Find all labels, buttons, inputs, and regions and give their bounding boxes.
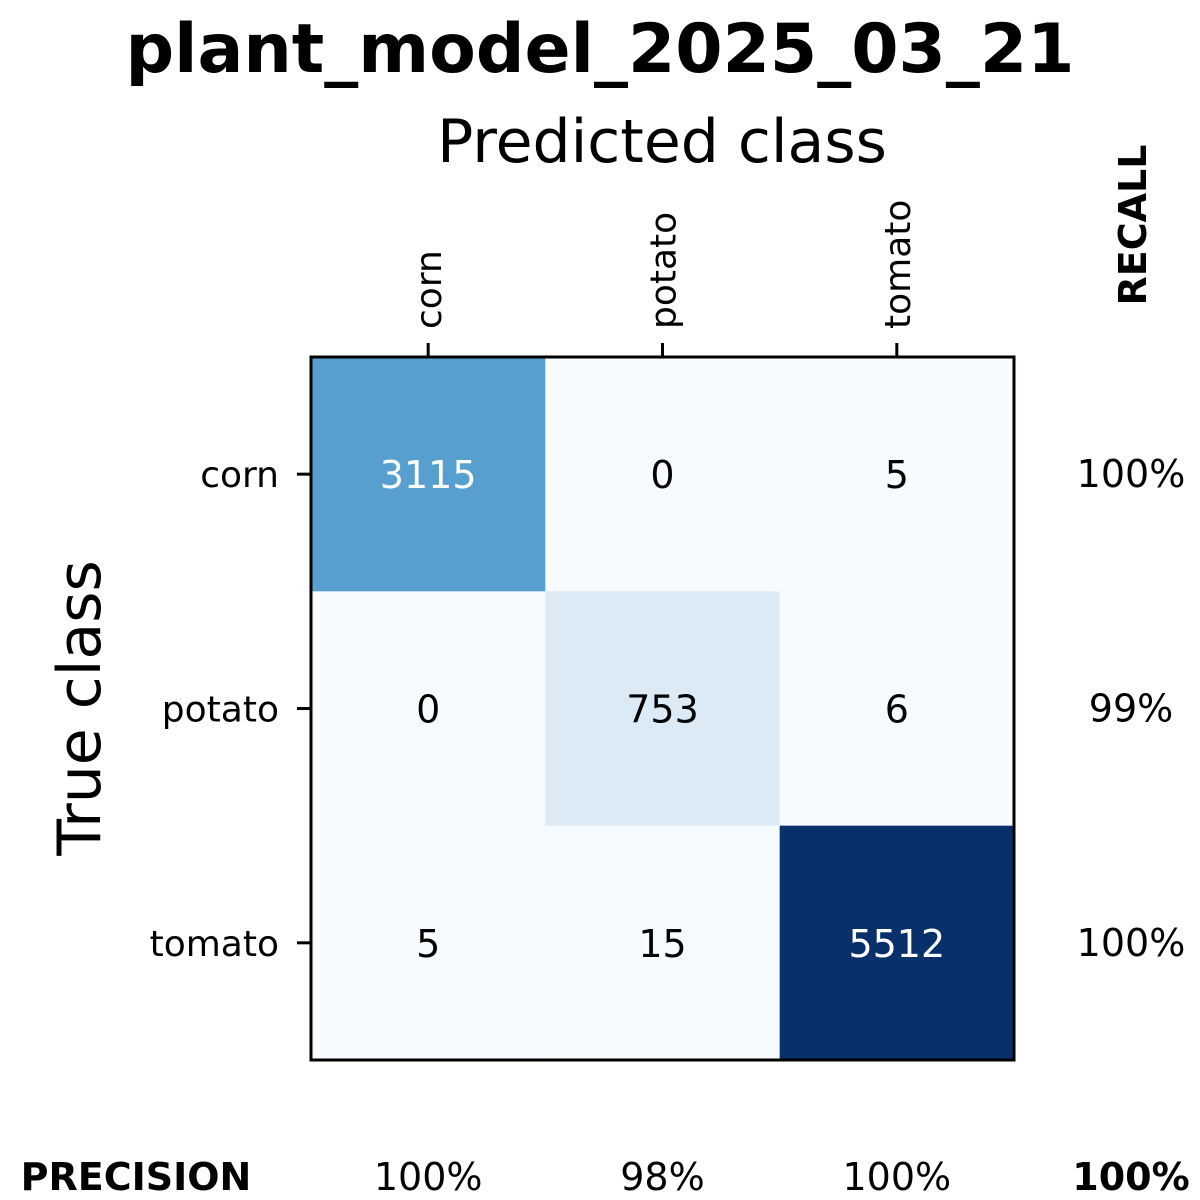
recall-header: RECALL [1111, 145, 1155, 306]
cell-value-label: 0 [416, 687, 440, 731]
recall-value: 99% [1089, 686, 1173, 730]
heatmap-cell [545, 357, 781, 592]
cell-value-label: 5 [416, 922, 440, 966]
y-axis-label: True class [45, 560, 115, 856]
heatmap-cell [779, 591, 1015, 827]
x-tick-label: tomato [878, 200, 919, 329]
precision-value: 100% [843, 1155, 952, 1199]
y-tick-label: potato [162, 689, 279, 730]
x-tick-label: potato [643, 212, 684, 329]
heatmap-cell [545, 591, 781, 827]
cell-value-label: 6 [885, 687, 909, 731]
recall-value: 100% [1077, 452, 1186, 496]
x-axis-label: Predicted class [437, 107, 887, 177]
cell-value-label: 0 [650, 453, 674, 497]
heatmap-cell [779, 357, 1015, 592]
heatmap-cell [779, 825, 1015, 1061]
tick-labels: 3115 0 5 0 753 6 5 15 5512 corn corn 100% 100% potato… [150, 200, 1186, 1199]
chart-title: plant_model_2025_03_21 [126, 10, 1075, 89]
heatmap-cell [311, 357, 546, 592]
overall-accuracy: 100% [1072, 1155, 1189, 1199]
cell-value-label: 753 [626, 687, 699, 731]
cell-value-label: 5 [885, 453, 909, 497]
heatmap-cell [545, 825, 781, 1061]
cell-value-label: 5512 [848, 922, 945, 966]
precision-header: PRECISION [21, 1155, 252, 1199]
cell-value-label: 15 [638, 922, 686, 966]
x-tick-label: corn [409, 250, 450, 329]
axis-ticks [297, 343, 899, 945]
precision-value: 98% [620, 1155, 704, 1199]
plot-frame [309, 355, 1016, 1062]
y-tick-label: tomato [150, 924, 279, 965]
cell-value-label: 3115 [380, 453, 477, 497]
y-tick-label: corn [200, 455, 279, 496]
heatmap-cell [311, 591, 546, 827]
heatmap-cells [311, 357, 1015, 1061]
heatmap-cell [311, 825, 546, 1061]
precision-value: 100% [374, 1155, 483, 1199]
recall-value: 100% [1077, 921, 1186, 965]
